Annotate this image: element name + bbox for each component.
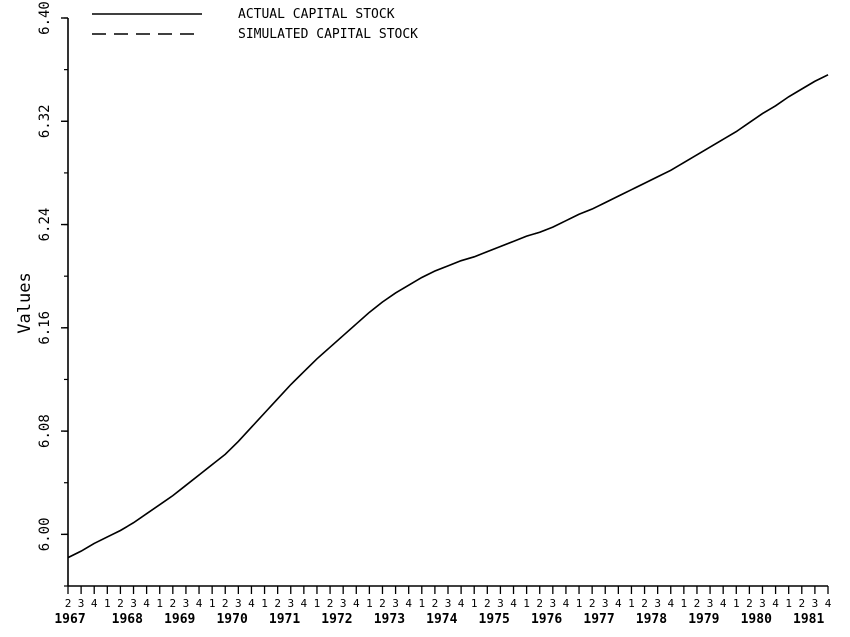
legend-label-simulated: SIMULATED CAPITAL STOCK: [238, 27, 418, 42]
x-quarter-label: 3: [183, 597, 190, 610]
x-quarter-label: 2: [641, 597, 648, 610]
x-quarter-label: 1: [314, 597, 321, 610]
x-quarter-label: 4: [720, 597, 727, 610]
x-quarter-label: 4: [615, 597, 622, 610]
x-quarter-label: 1: [156, 597, 163, 610]
x-quarter-label: 2: [484, 597, 491, 610]
x-quarter-label: 1: [366, 597, 373, 610]
y-tick-label: 6.40: [37, 1, 53, 35]
x-quarter-label: 4: [667, 597, 674, 610]
legend: ACTUAL CAPITAL STOCK SIMULATED CAPITAL S…: [92, 7, 418, 42]
x-year-label: 1973: [374, 612, 405, 627]
series-layer: [67, 74, 829, 559]
x-year-label: 1976: [531, 612, 562, 627]
x-quarter-label: 4: [405, 597, 412, 610]
x-quarter-label: 1: [418, 597, 425, 610]
x-quarter-label: 2: [589, 597, 596, 610]
x-quarter-label: 2: [694, 597, 701, 610]
x-year-label: 1971: [269, 612, 300, 627]
x-quarter-label: 2: [117, 597, 124, 610]
x-quarter-label: 3: [130, 597, 137, 610]
x-year-label: 1975: [479, 612, 510, 627]
x-quarter-label: 2: [432, 597, 439, 610]
x-quarter-label: 2: [379, 597, 386, 610]
x-year-label: 1967: [54, 612, 85, 627]
x-quarter-label: 2: [536, 597, 543, 610]
x-year-label: 1970: [216, 612, 247, 627]
y-tick-label: 6.24: [37, 208, 53, 242]
x-quarter-label: 2: [274, 597, 281, 610]
x-year-label: 1968: [112, 612, 143, 627]
x-quarter-label: 1: [261, 597, 268, 610]
x-quarter-label: 3: [340, 597, 347, 610]
x-quarter-label: 4: [563, 597, 570, 610]
y-tick-label: 6.16: [37, 311, 53, 345]
x-year-label: 1981: [793, 612, 824, 627]
y-axis-label: Values: [15, 272, 35, 333]
x-year-label: 1972: [321, 612, 352, 627]
x-quarter-label: 3: [497, 597, 504, 610]
y-tick-label: 6.00: [37, 518, 53, 552]
y-tick-label: 6.08: [37, 414, 53, 448]
x-quarter-label: 3: [707, 597, 714, 610]
x-quarter-label: 1: [209, 597, 216, 610]
x-quarter-label: 4: [825, 597, 832, 610]
x-quarter-label: 4: [301, 597, 308, 610]
x-quarter-label: 4: [91, 597, 98, 610]
x-quarter-label: 4: [458, 597, 465, 610]
x-quarter-label: 3: [445, 597, 452, 610]
x-quarter-label: 3: [654, 597, 661, 610]
x-quarter-label: 1: [104, 597, 111, 610]
x-quarter-label: 2: [65, 597, 72, 610]
x-year-label: 1977: [583, 612, 614, 627]
x-quarter-label: 1: [471, 597, 478, 610]
x-quarter-label: 4: [248, 597, 255, 610]
legend-label-actual: ACTUAL CAPITAL STOCK: [238, 7, 395, 22]
x-year-label: 1969: [164, 612, 195, 627]
x-quarter-label: 3: [759, 597, 766, 610]
x-quarter-label: 4: [772, 597, 779, 610]
x-quarter-label: 2: [327, 597, 334, 610]
x-quarter-label: 4: [196, 597, 203, 610]
x-quarter-label: 2: [746, 597, 753, 610]
x-quarter-label: 1: [523, 597, 530, 610]
x-quarter-label: 3: [235, 597, 242, 610]
x-quarter-label: 3: [78, 597, 85, 610]
x-year-label: 1974: [426, 612, 457, 627]
y-ticks: 6.00 6.08 6.16 6.24 6.32 6.40: [37, 1, 68, 587]
x-year-label: 1979: [688, 612, 719, 627]
x-quarter-label: 2: [798, 597, 805, 610]
x-quarter-label: 1: [576, 597, 583, 610]
x-quarter-label: 3: [392, 597, 399, 610]
x-quarter-label: 1: [681, 597, 688, 610]
x-quarter-label: 3: [550, 597, 557, 610]
x-quarter-label: 4: [353, 597, 360, 610]
x-quarter-label: 4: [510, 597, 517, 610]
x-quarter-label: 3: [602, 597, 609, 610]
x-quarter-label: 3: [812, 597, 819, 610]
x-quarter-label: 1: [628, 597, 635, 610]
series-line-actual: [67, 74, 829, 559]
y-tick-label: 6.32: [37, 104, 53, 138]
series-line-simulated: [67, 74, 829, 559]
x-quarter-label: 2: [222, 597, 229, 610]
x-quarter-label: 3: [287, 597, 294, 610]
x-quarter-label: 4: [143, 597, 150, 610]
x-quarter-label: 1: [785, 597, 792, 610]
x-quarter-label: 2: [170, 597, 177, 610]
x-year-label: 1980: [741, 612, 772, 627]
x-year-label: 1978: [636, 612, 667, 627]
x-quarter-label: 1: [733, 597, 740, 610]
